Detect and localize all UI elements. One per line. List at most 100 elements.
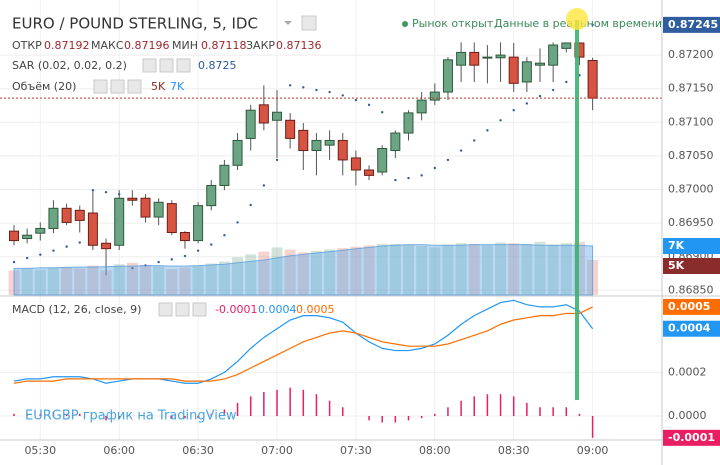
sar-dot (249, 203, 252, 207)
sar-dot (486, 129, 489, 132)
x-tick-label: 08:30 (498, 444, 530, 457)
candle-body (364, 169, 375, 176)
sar-dot (565, 80, 568, 84)
volume-bar (153, 266, 165, 295)
candle-body (87, 212, 98, 246)
volume-bar (403, 244, 414, 295)
price-tag-label: 0.0005 (668, 300, 710, 313)
indicator-value: 7K (170, 80, 185, 93)
y-tick-label: 0.87100 (668, 115, 714, 128)
settings-icon[interactable] (175, 302, 190, 317)
volume-bar (324, 249, 336, 295)
sar-dot (446, 158, 450, 162)
settings-icon[interactable] (159, 58, 174, 73)
candle-body (193, 205, 204, 242)
eye-icon[interactable] (158, 302, 173, 317)
price-tag (663, 298, 720, 315)
close-icon[interactable] (127, 79, 142, 94)
ohlc-label: МАКС (91, 39, 124, 52)
sar-dot (236, 221, 239, 224)
chart-title: EURO / POUND STERLING, 5, IDC (12, 15, 258, 33)
candle-body (416, 99, 427, 114)
volume-bar (284, 249, 296, 295)
y-tick-label: 0.86850 (668, 283, 714, 296)
candle-body (574, 42, 585, 58)
candle-body (9, 230, 19, 242)
volume-bar (21, 268, 33, 295)
candle-body (469, 51, 480, 66)
candle-body (429, 91, 440, 101)
volume-bar (205, 263, 217, 295)
price-tag-label: 0.0004 (668, 322, 711, 335)
sar-dot (367, 103, 371, 107)
volume-bar (179, 267, 191, 295)
sar-dot (91, 188, 95, 192)
volume-bar (350, 246, 362, 295)
volume-bar (547, 244, 559, 295)
sar-dot (288, 84, 292, 87)
sar-dot (591, 23, 594, 27)
candle-body (377, 148, 388, 173)
sar-dot (538, 94, 542, 98)
volume-bar (258, 251, 270, 295)
volume-bar (87, 265, 99, 295)
volume-bar (508, 243, 520, 295)
sar-dot (499, 119, 502, 122)
candle-body (22, 234, 33, 240)
volume-bar (232, 257, 244, 295)
volume-bar (481, 245, 493, 295)
candle-body (324, 139, 335, 146)
marks (0, 23, 662, 438)
candle-body (587, 59, 598, 99)
volume-bar (297, 252, 309, 295)
candle-body (258, 104, 269, 124)
indicator-name: MACD (12, 26, close, 9) (12, 303, 141, 316)
sar-dot (183, 254, 187, 258)
eye-icon[interactable] (93, 79, 108, 94)
settings-icon[interactable] (110, 79, 125, 94)
eye-icon[interactable] (142, 58, 157, 73)
close-icon[interactable] (176, 58, 191, 73)
sar-dot (78, 241, 81, 244)
ohlc-label: МИН (172, 39, 198, 52)
y-tick-label: 0.86950 (668, 216, 714, 229)
candle-body (390, 132, 401, 152)
volume-bar (271, 247, 283, 295)
price-tag-label: 0.87245 (668, 18, 718, 31)
volume-bar (468, 243, 480, 295)
sar-dot (354, 98, 358, 102)
indicator-name: SAR (0.02, 0.02, 0.2) (12, 59, 127, 72)
indicator-name: Объём (20) (12, 80, 76, 93)
candle-body (442, 59, 453, 93)
volume-bar (534, 241, 546, 295)
price-tag (663, 320, 720, 337)
sar-dot (341, 94, 344, 97)
volume-bar (34, 269, 46, 295)
ohlc-label: ОТКР (12, 39, 42, 52)
candle-body (508, 56, 519, 84)
sar-dot (525, 102, 529, 105)
settings-icon[interactable] (301, 15, 317, 31)
volume-bar (74, 268, 86, 295)
volume-ma-area (13, 244, 594, 296)
volume-bar (140, 264, 151, 295)
candle-body (101, 242, 112, 250)
volume-bar (166, 269, 178, 295)
candle-body (245, 109, 256, 139)
volume-bar (363, 245, 375, 295)
sar-dot (118, 193, 121, 196)
watermark: EURGBP график на TradingView (25, 409, 237, 424)
sar-dot (381, 111, 384, 114)
candle-body (48, 207, 59, 229)
candle-body (232, 139, 243, 166)
volume-bar (389, 243, 401, 295)
indicator-value: 0.0004 (258, 303, 297, 316)
x-tick-label: 07:00 (261, 444, 293, 457)
dropdown-icon[interactable] (284, 21, 292, 25)
close-icon[interactable] (192, 302, 207, 317)
sar-dot (65, 245, 68, 248)
indicator-value: 5K (151, 80, 166, 93)
ohlc-value: 0.87192 (44, 39, 90, 52)
status-dot (402, 21, 408, 27)
